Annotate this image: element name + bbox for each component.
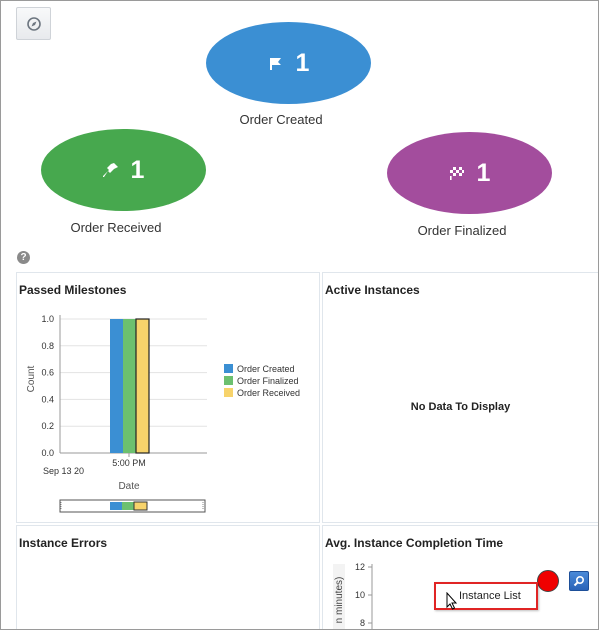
panel-avg-completion-time: Avg. Instance Completion Time n minutes)… <box>322 525 598 629</box>
panel-title: Active Instances <box>325 283 420 297</box>
no-data-message: No Data To Display <box>410 401 511 413</box>
milestone-count: 1 <box>476 158 491 187</box>
x-axis-label: Date <box>118 481 140 492</box>
panel-passed-milestones: Passed Milestones 1.0 0.8 0.6 0.4 0.2 0.0 Cou… <box>16 272 320 523</box>
checkered-flag-icon <box>449 166 465 180</box>
legend-label: Order Finalized <box>237 376 299 386</box>
milestone-count: 1 <box>130 155 145 184</box>
y-axis-label: n minutes) <box>334 577 345 624</box>
tooltip-label: Instance List <box>459 590 521 602</box>
milestone-order-finalized[interactable]: 1 <box>387 132 552 214</box>
milestone-label-order-created: Order Created <box>239 112 323 127</box>
y-axis-label: Count <box>26 365 37 392</box>
search-button[interactable] <box>569 571 589 591</box>
compass-icon <box>26 16 41 31</box>
search-icon <box>573 575 585 587</box>
milestone-order-created[interactable]: 1 <box>206 22 371 104</box>
legend-label: Order Created <box>237 364 295 374</box>
milestone-label-order-finalized: Order Finalized <box>417 223 507 238</box>
panel-title: Instance Errors <box>19 536 108 550</box>
legend-label: Order Received <box>237 388 300 398</box>
chart-overview-scrollbar[interactable] <box>59 499 206 513</box>
panel-active-instances: Active Instances No Data To Display <box>322 272 598 523</box>
x-tick-label: 5:00 PM <box>112 458 146 468</box>
y-tick-label: 8 <box>360 618 365 628</box>
milestone-label-order-received: Order Received <box>70 220 162 235</box>
panel-instance-errors: Instance Errors <box>16 525 320 629</box>
panel-title: Avg. Instance Completion Time <box>325 536 504 550</box>
milestone-order-received[interactable]: 1 <box>41 129 206 211</box>
avg-completion-chart: n minutes) 12 10 8 <box>333 562 373 629</box>
y-tick-label: 0.2 <box>41 421 54 431</box>
chart-legend: Order Created Order Finalized Order Rece… <box>224 364 300 398</box>
passed-milestones-chart: 1.0 0.8 0.6 0.4 0.2 0.0 Count 5:00 PM Sep 13 … <box>26 314 300 513</box>
y-tick-label: 0.8 <box>41 341 54 351</box>
y-tick-label: 1.0 <box>41 314 54 324</box>
y-tick-label: 12 <box>355 562 365 572</box>
x-sublabel: Sep 13 20 <box>43 466 84 476</box>
bar-order-finalized[interactable] <box>123 319 136 453</box>
legend-swatch <box>224 388 233 397</box>
y-tick-label: 0.4 <box>41 394 54 404</box>
bar-order-received[interactable] <box>135 318 150 454</box>
compass-button[interactable] <box>16 7 51 40</box>
legend-swatch <box>224 376 233 385</box>
y-tick-label: 10 <box>355 590 365 600</box>
pin-icon <box>102 162 119 178</box>
y-axis-label-box <box>333 564 345 629</box>
y-tick-label: 0.6 <box>41 368 54 378</box>
legend-swatch <box>224 364 233 373</box>
milestone-count: 1 <box>295 48 310 77</box>
mouse-cursor-icon <box>446 592 458 610</box>
bar-order-created[interactable] <box>110 319 123 453</box>
flag-icon <box>268 56 284 70</box>
status-dot[interactable] <box>537 570 559 592</box>
panel-title: Passed Milestones <box>19 283 127 297</box>
help-icon[interactable]: ? <box>17 251 30 264</box>
y-tick-label: 0.0 <box>41 448 54 458</box>
